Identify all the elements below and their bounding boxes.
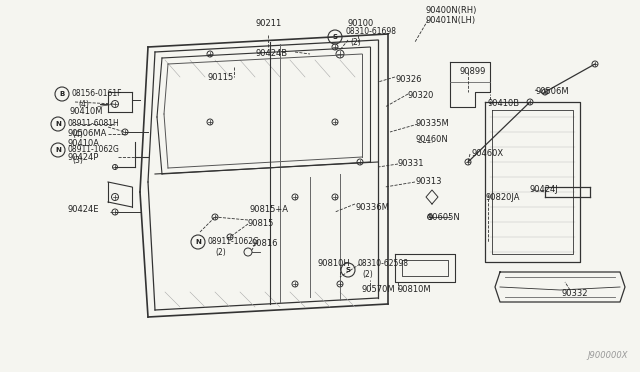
Text: 90100: 90100 — [348, 19, 374, 29]
Text: 90424B: 90424B — [255, 49, 287, 58]
Text: 90605N: 90605N — [428, 212, 461, 221]
Text: 90460N: 90460N — [416, 135, 449, 144]
Text: 90400N(RH): 90400N(RH) — [425, 6, 476, 15]
Text: 90815+A: 90815+A — [250, 205, 289, 215]
Text: 08310-62598: 08310-62598 — [358, 260, 409, 269]
Text: 90810M: 90810M — [398, 285, 431, 295]
Text: 08156-0161F: 08156-0161F — [72, 90, 122, 99]
Text: 90815: 90815 — [248, 219, 275, 228]
Text: 90570M: 90570M — [362, 285, 396, 295]
Text: 90410M: 90410M — [70, 108, 104, 116]
Text: 90336M: 90336M — [355, 202, 389, 212]
Text: 90211: 90211 — [255, 19, 281, 29]
Text: 90410A: 90410A — [68, 140, 100, 148]
Text: 90506M: 90506M — [535, 87, 568, 96]
Text: 90810H: 90810H — [318, 260, 351, 269]
Text: 08911-1062G: 08911-1062G — [208, 237, 260, 247]
Text: 90326: 90326 — [395, 76, 422, 84]
Text: 90313: 90313 — [415, 177, 442, 186]
Text: (2): (2) — [215, 247, 226, 257]
Text: 08310-61698: 08310-61698 — [345, 28, 396, 36]
Text: 90401N(LH): 90401N(LH) — [425, 16, 475, 25]
Text: 90424P: 90424P — [68, 153, 99, 161]
Text: (4): (4) — [72, 129, 83, 138]
Text: 90115: 90115 — [208, 73, 234, 81]
Text: N: N — [195, 239, 201, 245]
Text: (3): (3) — [72, 155, 83, 164]
Text: 08911-1062G: 08911-1062G — [68, 145, 120, 154]
Text: (2): (2) — [362, 269, 372, 279]
Text: N: N — [55, 121, 61, 127]
Text: 90320: 90320 — [408, 92, 435, 100]
Text: 90820JA: 90820JA — [485, 192, 520, 202]
Text: B: B — [60, 91, 65, 97]
Text: 90424E: 90424E — [68, 205, 99, 215]
Text: 90410B: 90410B — [488, 99, 520, 109]
Text: 08911-6081H: 08911-6081H — [68, 119, 120, 128]
Text: 90460X: 90460X — [472, 150, 504, 158]
Text: 90424J: 90424J — [530, 186, 559, 195]
Text: 90335M: 90335M — [416, 119, 450, 128]
Text: (4): (4) — [78, 99, 89, 109]
Text: 90899: 90899 — [460, 67, 486, 77]
Text: 90506MA: 90506MA — [68, 129, 108, 138]
Text: N: N — [55, 147, 61, 153]
Text: S: S — [333, 34, 337, 40]
Text: 90331: 90331 — [398, 160, 424, 169]
Text: J900000X: J900000X — [588, 351, 628, 360]
Text: 90332: 90332 — [562, 289, 589, 298]
Text: S: S — [346, 267, 351, 273]
Text: (2): (2) — [350, 38, 361, 46]
Text: 90816: 90816 — [252, 240, 278, 248]
